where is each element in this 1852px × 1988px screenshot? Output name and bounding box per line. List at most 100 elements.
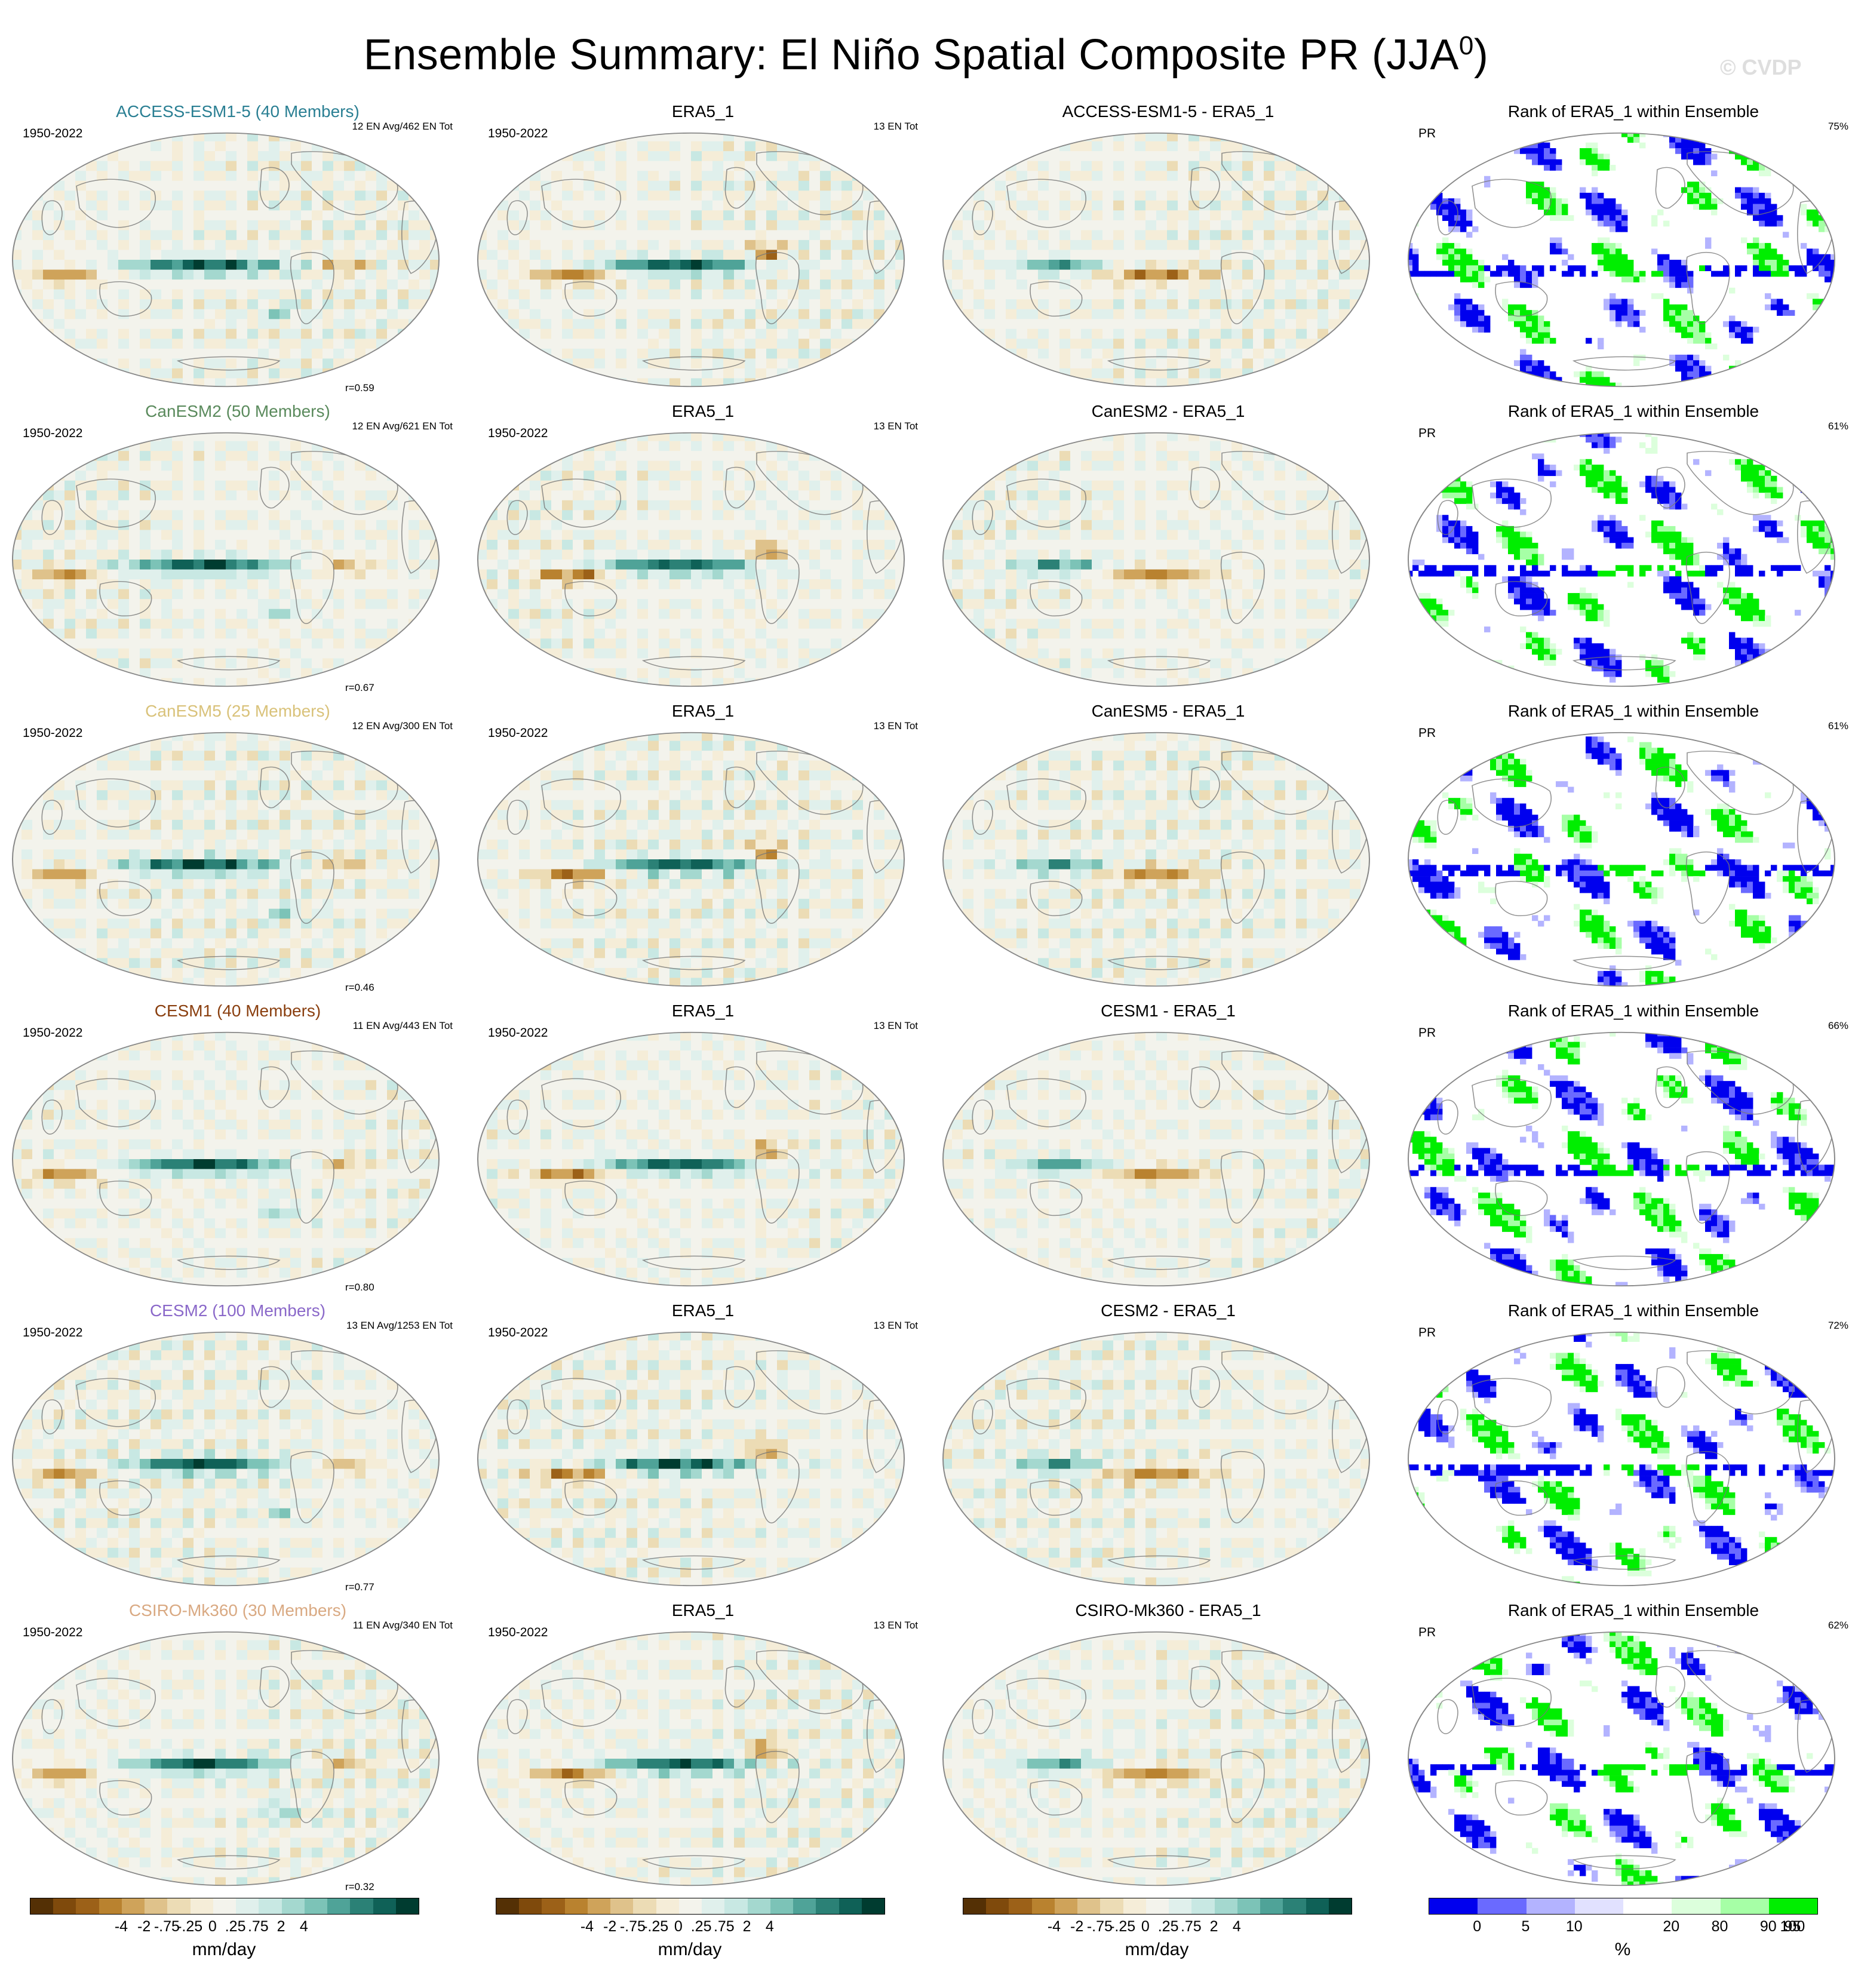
colorbar-cell	[519, 1898, 542, 1914]
coastline-path	[641, 955, 746, 970]
colorbar-cell	[1306, 1898, 1329, 1914]
coastline-path	[1685, 852, 1730, 924]
colorbar-cell	[1260, 1898, 1283, 1914]
coastline-path	[1655, 1366, 1685, 1408]
panel-r3-c2: ERA5_1 1950-2022 13 EN Tot	[476, 701, 930, 1000]
coastline-path	[541, 1677, 621, 1727]
globe-outline	[12, 132, 440, 388]
coastline-path	[1190, 1366, 1220, 1408]
rank-percent-label: 62%	[1828, 1620, 1848, 1631]
coastline-path	[176, 656, 281, 671]
coastline-path	[1190, 766, 1220, 809]
coastline-path	[1572, 656, 1676, 671]
period-label: 1950-2022	[23, 426, 82, 441]
colorbar-cell	[542, 1898, 565, 1914]
globe-outline	[942, 432, 1370, 687]
coastline-path	[1006, 1378, 1086, 1427]
coastline-path	[259, 167, 290, 209]
coastline-path	[1006, 1677, 1086, 1727]
coastline-path	[1030, 1181, 1083, 1216]
event-count-label: 13 EN Tot	[874, 1620, 918, 1631]
pr-map	[477, 1331, 905, 1587]
globe-outline	[477, 432, 905, 687]
colorbar-tick-label: .75	[1181, 1918, 1202, 1935]
pattern-correlation-label: r=0.59	[345, 382, 374, 394]
coastline-path	[1655, 1666, 1685, 1708]
coastline-path	[1107, 955, 1211, 970]
coastline-path	[99, 581, 152, 617]
panel-title: CESM1 - ERA5_1	[941, 1001, 1395, 1021]
event-count-label: 13 EN Tot	[874, 1320, 918, 1332]
coastline-path	[1006, 778, 1086, 828]
colorbar-tick-label: 0	[208, 1918, 217, 1935]
coastline-path	[1030, 881, 1083, 917]
panel-r5-c2: ERA5_1 1950-2022 13 EN Tot	[476, 1301, 930, 1599]
colorbar-unit-label: mm/day	[30, 1940, 418, 1960]
panel-title: ACCESS-ESM1-5 (40 Members)	[11, 102, 465, 122]
panel-r4-c2: ERA5_1 1950-2022 13 EN Tot	[476, 1001, 930, 1299]
pattern-correlation-label: r=0.77	[345, 1581, 374, 1593]
globe-outline	[942, 132, 1370, 388]
coastline-path	[76, 778, 156, 828]
event-count-label: 11 EN Avg/443 EN Tot	[353, 1020, 453, 1032]
coastline-path	[1472, 1677, 1552, 1727]
panel-r1-c1: ACCESS-ESM1-5 (40 Members) 1950-2022 12 EN…	[11, 102, 465, 400]
coastline-path	[1220, 1451, 1265, 1523]
coastline-path	[176, 1855, 281, 1870]
rank-percent-label: 61%	[1828, 420, 1848, 432]
colorbar-tick-label: 80	[1712, 1918, 1728, 1935]
colorbar-tick-label: 2	[1210, 1918, 1218, 1935]
coastline-path	[1685, 252, 1730, 324]
colorbar-cell	[350, 1898, 373, 1914]
coastline-path	[641, 656, 746, 671]
colorbar-cell	[1328, 1898, 1352, 1914]
colorbar-cell	[167, 1898, 191, 1914]
colorbar-cells	[1429, 1898, 1818, 1915]
globe-outline	[1408, 432, 1835, 687]
colorbar-tick-label: 20	[1663, 1918, 1679, 1935]
colorbar-unit-label: mm/day	[496, 1940, 884, 1960]
colorbar-cell	[236, 1898, 259, 1914]
coastline-path	[1437, 1699, 1458, 1734]
coastline-path	[1495, 1480, 1548, 1516]
panel-r6-c2: ERA5_1 1950-2022 13 EN Tot	[476, 1600, 930, 1899]
colorbar-cell	[190, 1898, 213, 1914]
event-count-label: 12 EN Avg/462 EN Tot	[352, 121, 453, 133]
globe-outline	[1408, 1331, 1835, 1587]
colorbar-tick-label: 4	[300, 1918, 308, 1935]
coastline-path	[724, 1366, 755, 1408]
coastline-path	[1495, 1181, 1548, 1216]
coastline-path	[1030, 581, 1083, 617]
pattern-correlation-label: r=0.80	[345, 1282, 374, 1293]
rank-map	[1408, 1331, 1835, 1587]
coastline-path	[755, 1451, 800, 1523]
colorbar-tick-label: -2	[137, 1918, 151, 1935]
coastline-path	[1006, 179, 1086, 228]
coastline-path	[641, 356, 746, 371]
pr-map	[942, 1631, 1370, 1886]
variable-label: PR	[1418, 127, 1436, 141]
panel-title: Rank of ERA5_1 within Ensemble	[1406, 701, 1852, 721]
panel-r5-c3: CESM2 - ERA5_1	[941, 1301, 1395, 1599]
panel-title: CESM2 - ERA5_1	[941, 1301, 1395, 1321]
coastline-path	[1220, 852, 1265, 924]
coastline-path	[99, 1780, 152, 1816]
coastline-path	[290, 1751, 334, 1823]
coastline-path	[259, 766, 290, 809]
event-count-label: 13 EN Avg/1253 EN Tot	[346, 1320, 453, 1332]
coastline-path	[176, 955, 281, 970]
panel-r2-c3: CanESM2 - ERA5_1	[941, 401, 1395, 700]
event-count-label: 12 EN Avg/300 EN Tot	[352, 720, 453, 732]
globe-outline	[1408, 732, 1835, 987]
coastline-path	[1437, 1399, 1458, 1434]
panel-title: CanESM5 (25 Members)	[11, 701, 465, 721]
coastline-path	[1572, 356, 1676, 371]
panel-r6-c1: CSIRO-Mk360 (30 Members) 1950-2022 11 EN A…	[11, 1600, 465, 1899]
coastline-path	[972, 1099, 993, 1135]
panel-r2-c2: ERA5_1 1950-2022 13 EN Tot	[476, 401, 930, 700]
coastline-path	[1190, 167, 1220, 209]
colorbar-tick-label: 90	[1760, 1918, 1777, 1935]
globe-outline	[942, 1331, 1370, 1587]
colorbar-cell	[1526, 1898, 1575, 1914]
globe-outline	[12, 732, 440, 987]
